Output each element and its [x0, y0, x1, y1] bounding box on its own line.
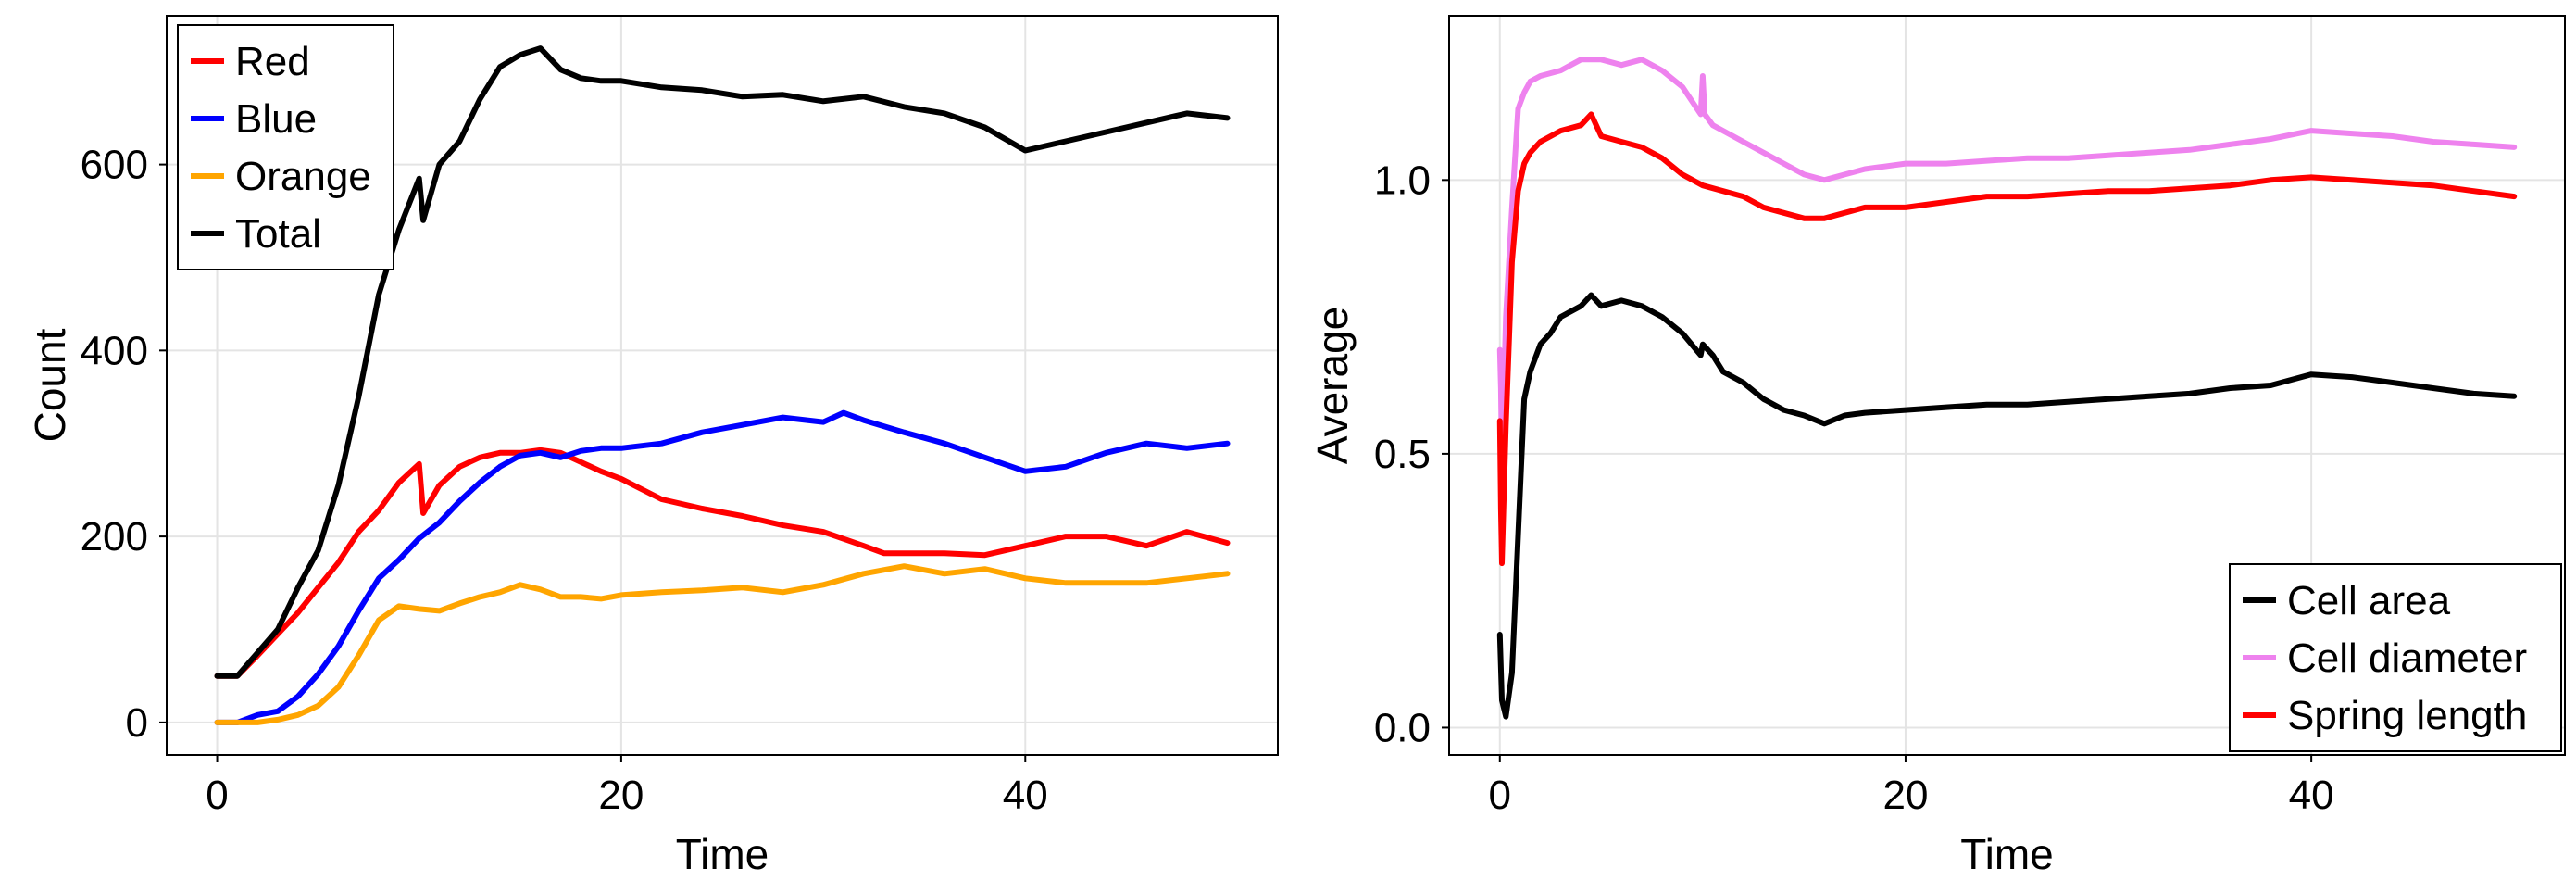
count-legend-label-total: Total: [235, 211, 321, 257]
average-legend-label-spring-length: Spring length: [2287, 693, 2527, 738]
count-series-line-total: [214, 45, 1231, 679]
average-chart-panel: 0 20 40 0.0 0.5 1.0 Time Average Cell area Cell d…: [1308, 15, 2566, 878]
average-series-line-cell-diameter: [1496, 57, 2518, 468]
count-y-axis-title: Count: [26, 328, 74, 442]
average-legend-box: [2229, 563, 2562, 752]
average-legend: Cell area Cell diameter Spring length: [2229, 563, 2562, 752]
count-chart-panel: 0 20 400200400600TimeCountRedBlueOrangeTot…: [26, 15, 1279, 878]
count-legend-label-blue: Blue: [235, 96, 317, 142]
average-y-tick-label: 1.0: [1374, 157, 1431, 203]
count-x-tick-label: 40: [1003, 773, 1048, 818]
count-x-tick-label: 0: [206, 773, 228, 818]
count-series-group: [214, 45, 1231, 725]
count-plot-frame: [166, 15, 1279, 756]
count-legend-label-orange: Orange: [235, 154, 371, 199]
average-x-tick-label: 20: [1882, 773, 1928, 818]
count-series-line-orange: [214, 563, 1231, 725]
count-y-tick-label: 200: [81, 514, 148, 560]
count-x-axis-title: Time: [676, 830, 769, 878]
average-series-group: [1496, 57, 2518, 720]
average-plot-frame: [1448, 15, 2566, 756]
average-y-tick-label: 0.5: [1374, 432, 1431, 477]
average-x-axis-title: Time: [1960, 830, 2054, 878]
average-legend-label-cell-area: Cell area: [2287, 578, 2451, 623]
average-series-line-cell-area: [1496, 292, 2518, 720]
count-series-line-blue: [214, 409, 1231, 725]
average-x-tick-label: 40: [2289, 773, 2334, 818]
count-y-tick-label: 400: [81, 328, 148, 373]
average-y-axis-title: Average: [1308, 307, 1357, 465]
count-y-tick-label: 600: [81, 143, 148, 188]
count-y-tick-label: 0: [126, 700, 148, 746]
count-legend-box: [177, 24, 394, 270]
average-x-tick-label: 0: [1489, 773, 1511, 818]
count-legend-label-red: Red: [235, 39, 310, 84]
average-series-line-spring-length: [1496, 111, 2518, 567]
count-series-line-red: [214, 446, 1231, 679]
count-x-tick-label: 20: [598, 773, 644, 818]
count-legend: Red Blue Orange Total: [177, 24, 394, 270]
average-y-tick-label: 0.0: [1374, 705, 1431, 750]
average-legend-label-cell-diameter: Cell diameter: [2287, 635, 2527, 681]
